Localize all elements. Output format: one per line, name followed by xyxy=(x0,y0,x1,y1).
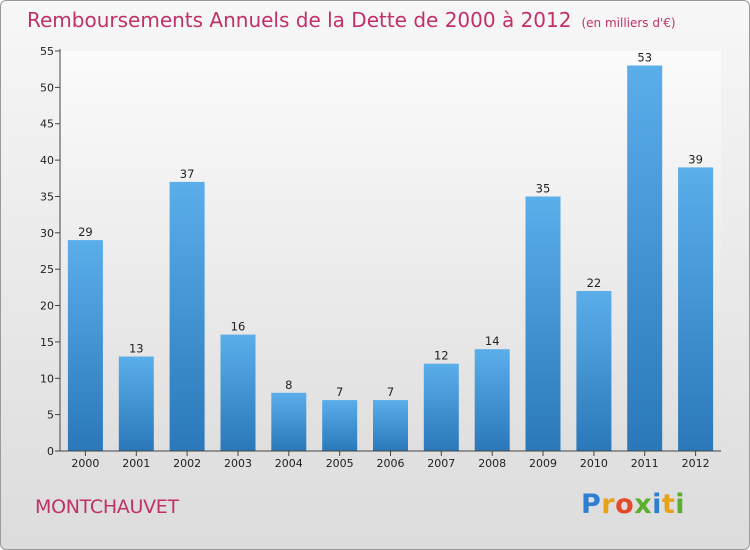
value-label-2003: 16 xyxy=(231,320,246,334)
axes: 2000 2001 2002 2003 2004 2005 2006 2007 2008 2009… xyxy=(40,45,721,470)
commune-name: MONTCHAUVET xyxy=(35,496,179,518)
x-tick-label-2011: 2011 xyxy=(631,457,659,470)
value-label-2002: 37 xyxy=(180,167,195,181)
logo-letter: t xyxy=(661,489,676,520)
bar-2008 xyxy=(474,349,510,451)
y-tick-label-20: 20 xyxy=(40,300,54,313)
chart-title-main: Remboursements Annuels de la Dette de 20… xyxy=(27,8,572,32)
bar-2002 xyxy=(169,181,205,451)
bars xyxy=(67,65,714,451)
bar-2001 xyxy=(118,356,154,451)
bar-2003 xyxy=(220,334,256,451)
value-label-2012: 39 xyxy=(688,152,703,166)
x-tick-label-2002: 2002 xyxy=(173,457,201,470)
value-label-2001: 13 xyxy=(129,342,144,356)
bar-2012 xyxy=(678,167,714,451)
value-label-2007: 12 xyxy=(434,349,449,363)
logo-letter: P xyxy=(581,489,602,520)
bar-2011 xyxy=(627,65,663,451)
y-tick-label-40: 40 xyxy=(40,154,54,167)
x-tick-label-2007: 2007 xyxy=(427,457,455,470)
x-tick-label-2008: 2008 xyxy=(478,457,506,470)
chart-title: Remboursements Annuels de la Dette de 20… xyxy=(27,8,676,32)
chart-title-unit: (en milliers d'€) xyxy=(581,16,676,30)
y-tick-label-30: 30 xyxy=(40,227,54,240)
bar-2005 xyxy=(322,400,358,451)
logo-letter: o xyxy=(615,489,635,520)
bar-2000 xyxy=(67,240,103,451)
y-tick-label-15: 15 xyxy=(40,336,54,349)
y-tick-label-45: 45 xyxy=(40,118,54,131)
x-tick-label-2001: 2001 xyxy=(122,457,150,470)
bar-2007 xyxy=(423,363,459,451)
value-label-2006: 7 xyxy=(387,385,394,399)
x-tick-label-2006: 2006 xyxy=(377,457,405,470)
x-tick-label-2012: 2012 xyxy=(682,457,710,470)
bar-2009 xyxy=(525,196,561,451)
bar-2010 xyxy=(576,291,612,451)
bar-2004 xyxy=(271,392,307,451)
y-tick-label-50: 50 xyxy=(40,81,54,94)
y-tick-label-35: 35 xyxy=(40,191,54,204)
value-label-2005: 7 xyxy=(336,385,343,399)
x-tick-label-2000: 2000 xyxy=(71,457,99,470)
y-tick-label-55: 55 xyxy=(40,45,54,58)
bar-2006 xyxy=(373,400,408,451)
value-labels: 29 13 37 16 8 7 7 12 14 35 22 53 39 xyxy=(78,51,703,400)
x-tick-label-2005: 2005 xyxy=(326,457,354,470)
logo-letter: x xyxy=(634,489,653,520)
x-tick-label-2009: 2009 xyxy=(529,457,557,470)
value-label-2008: 14 xyxy=(485,334,500,348)
proxiti-logo: Proxiti xyxy=(581,489,685,520)
x-tick-label-2003: 2003 xyxy=(224,457,252,470)
value-label-2000: 29 xyxy=(78,225,93,239)
logo-letter: r xyxy=(601,489,616,520)
y-tick-label-25: 25 xyxy=(40,263,54,276)
x-tick-label-2004: 2004 xyxy=(275,457,303,470)
value-label-2009: 35 xyxy=(536,182,551,196)
y-tick-label-0: 0 xyxy=(47,445,54,458)
logo-letter: i xyxy=(652,489,662,520)
value-label-2011: 53 xyxy=(637,51,652,65)
value-label-2004: 8 xyxy=(285,378,292,392)
y-tick-label-5: 5 xyxy=(47,409,54,422)
x-tick-label-2010: 2010 xyxy=(580,457,608,470)
logo-letter: i xyxy=(675,489,686,520)
value-label-2010: 22 xyxy=(587,276,602,290)
y-tick-label-10: 10 xyxy=(40,372,54,385)
